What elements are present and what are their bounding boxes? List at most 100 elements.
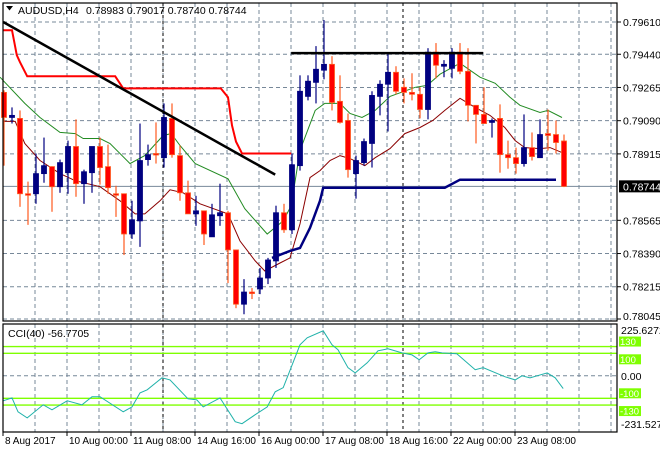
ma-slow-line [0,62,563,235]
candle-body [345,120,351,171]
bull-candle [425,48,431,120]
candle-body [25,193,31,196]
bear-candle [201,210,207,245]
candle-body [17,118,23,195]
bull-candle [297,75,303,171]
candle-body [281,212,287,231]
bear-candle [345,113,351,178]
candle-body [185,192,191,215]
bear-candle [153,122,159,164]
bear-candle [1,90,7,166]
bear-candle [97,137,103,185]
candle-body [481,114,487,124]
candle-body [257,277,263,290]
candle-body [321,63,327,71]
time-tick-label: 8 Aug 2017 [5,436,56,447]
bull-candle [537,119,543,159]
grid [3,3,617,432]
time-tick-label: 22 Aug 00:00 [453,436,512,447]
candle-body [177,155,183,194]
bear-candle [401,78,407,104]
bear-candle [281,203,287,233]
candle-body [473,104,479,115]
bear-candle [481,87,487,124]
bear-candle [409,73,415,101]
candle-body [297,90,303,167]
bear-candle [329,56,335,111]
candle-body [201,210,207,235]
bull-candle [241,279,247,315]
candle-body [329,63,335,103]
candle-body [249,291,255,294]
candle-body [209,214,215,238]
candle-body [41,165,47,175]
bull-candle [313,46,319,104]
candle-body [113,193,119,196]
trendline-line[interactable] [2,20,276,176]
time-tick-label: 18 Aug 16:00 [389,436,448,447]
candle-body [521,147,527,164]
candle-body [265,259,271,279]
candle-body [465,70,471,106]
candle-body [489,120,495,123]
cci-title: CCI(40) -56.7705 [8,328,89,340]
candle-body [361,141,367,164]
bear-candle [545,109,551,151]
candle-body [137,160,143,222]
main-panel-border [2,2,618,322]
symbol-label: AUDUSD,H4 [18,5,79,17]
price-tick-label: 0.78045 [623,311,660,323]
bull-candle [385,53,391,132]
bull-candle [521,114,527,167]
time-tick-label: 11 Aug 08:00 [133,436,192,447]
time-tick-label: 23 Aug 08:00 [517,436,576,447]
candle-body [81,171,87,185]
cci-level-label: 100 [620,355,636,366]
candle-body [97,146,103,168]
price-tick-label: 0.79090 [623,116,660,128]
drawn-lines[interactable] [2,20,484,176]
bull-candle [57,159,63,193]
ohlc-label: 0.78983 0.79017 0.78740 0.78744 [86,5,247,17]
bear-candle [513,147,519,174]
candle-body [9,114,15,118]
cci-level-badge [619,336,641,347]
support-step-line [271,178,556,260]
triangle-down-icon[interactable] [6,6,13,11]
cci-panel: 130 100 -100 -130 225.6272 0.00 -231.5279 [3,325,660,431]
price-tick-label: 0.78565 [623,215,660,227]
price-tick-label: 0.78915 [623,149,660,161]
candle-body [273,212,279,262]
candle-body [57,162,63,188]
cci-line [3,330,564,425]
candle-body [89,146,95,174]
price-tick-label: 0.78215 [623,282,660,294]
bear-candle [185,180,191,215]
candle-body [497,118,503,156]
axes: 0.79610 0.79440 0.79265 0.79090 0.78915 0.785… [2,17,660,447]
candle-body [425,51,431,110]
candle-body [65,146,71,174]
bull-candle [489,118,495,138]
cci-axis-label: 225.6272 [621,325,660,337]
bear-candle [465,48,471,122]
bear-candle [25,181,31,225]
bear-candle [553,120,559,154]
time-tick-label: 10 Aug 00:00 [69,436,128,447]
bull-candle [305,75,311,101]
bull-candle [145,144,151,166]
candle-body [529,147,535,157]
candle-body [441,63,447,67]
candle-body [49,166,55,188]
candle-body [401,86,407,93]
bear-candle [337,75,343,124]
bull-candle [129,200,135,239]
bull-candle [273,205,279,268]
time-tick-label: 17 Aug 08:00 [325,436,384,447]
cci-panel-border [2,323,618,433]
bull-candle [289,153,295,234]
bear-candle [505,140,511,169]
bear-candle [169,103,175,158]
candle-body [393,71,399,92]
